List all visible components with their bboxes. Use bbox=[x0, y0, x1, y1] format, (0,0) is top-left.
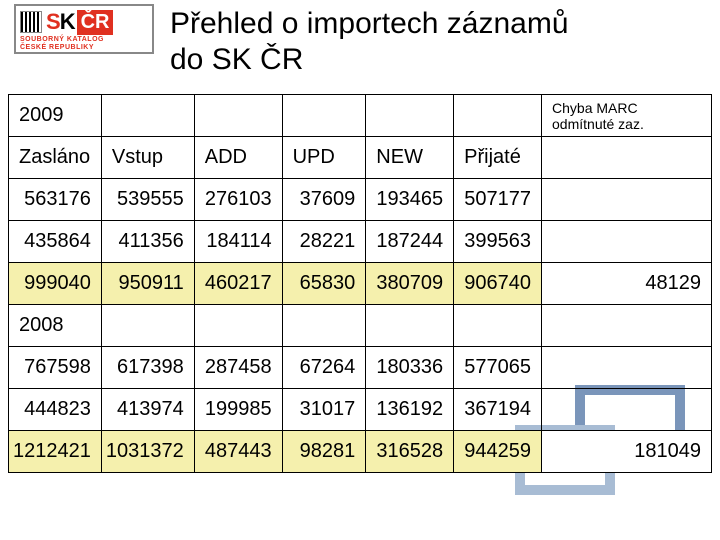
empty-cell bbox=[282, 95, 366, 137]
cell: 944259 bbox=[454, 431, 542, 473]
cell: 539555 bbox=[101, 179, 194, 221]
cell: 435864 bbox=[9, 221, 102, 263]
empty-cell bbox=[454, 305, 542, 347]
table-row: 444823 413974 199985 31017 136192 367194 bbox=[9, 389, 712, 431]
logo-s: S bbox=[46, 9, 60, 34]
cell: 577065 bbox=[454, 347, 542, 389]
empty-cell bbox=[101, 95, 194, 137]
cell: 316528 bbox=[366, 431, 454, 473]
cell: 1212421 bbox=[9, 431, 102, 473]
cell: 950911 bbox=[101, 263, 194, 305]
cell: 65830 bbox=[282, 263, 366, 305]
cell: 276103 bbox=[194, 179, 282, 221]
cell: 98281 bbox=[282, 431, 366, 473]
table-row: 767598 617398 287458 67264 180336 577065 bbox=[9, 347, 712, 389]
col-zaslano: Zasláno bbox=[9, 137, 102, 179]
cell: 287458 bbox=[194, 347, 282, 389]
year-2009: 2009 bbox=[9, 95, 102, 137]
logo-subtitle-1: SOUBORNÝ KATALOG bbox=[20, 36, 148, 44]
empty-cell bbox=[366, 305, 454, 347]
logo-k: K bbox=[60, 9, 75, 34]
cell: 31017 bbox=[282, 389, 366, 431]
cell: 380709 bbox=[366, 263, 454, 305]
empty-cell bbox=[194, 305, 282, 347]
page-title: Přehled o importech záznamů do SK ČR bbox=[170, 6, 569, 78]
col-new: NEW bbox=[366, 137, 454, 179]
empty-cell bbox=[542, 137, 712, 179]
table-row-total: 1212421 1031372 487443 98281 316528 9442… bbox=[9, 431, 712, 473]
empty-cell bbox=[542, 305, 712, 347]
header-row-3: 2008 bbox=[9, 305, 712, 347]
table-row: 435864 411356 184114 28221 187244 399563 bbox=[9, 221, 712, 263]
cell: 367194 bbox=[454, 389, 542, 431]
cell: 1031372 bbox=[101, 431, 194, 473]
title-line-2: do SK ČR bbox=[170, 42, 569, 78]
year-2008: 2008 bbox=[9, 305, 102, 347]
cell: 617398 bbox=[101, 347, 194, 389]
cell: 193465 bbox=[366, 179, 454, 221]
empty-cell bbox=[454, 95, 542, 137]
cell bbox=[542, 389, 712, 431]
cell: 67264 bbox=[282, 347, 366, 389]
logo: SKČR SOUBORNÝ KATALOG ČESKÉ REPUBLIKY bbox=[14, 4, 154, 54]
import-table: 2009 Chyba MARC odmítnuté zaz. Zasláno V… bbox=[8, 94, 712, 473]
cell: 413974 bbox=[101, 389, 194, 431]
cell: 37609 bbox=[282, 179, 366, 221]
cell: 411356 bbox=[101, 221, 194, 263]
col-prijate: Přijaté bbox=[454, 137, 542, 179]
title-line-1: Přehled o importech záznamů bbox=[170, 6, 569, 42]
header-note: Chyba MARC odmítnuté zaz. bbox=[542, 95, 712, 137]
logo-cr: ČR bbox=[77, 10, 114, 35]
barcode-icon bbox=[20, 11, 42, 33]
col-upd: UPD bbox=[282, 137, 366, 179]
empty-cell bbox=[282, 305, 366, 347]
logo-subtitle-2: ČESKÉ REPUBLIKY bbox=[20, 44, 148, 52]
empty-cell bbox=[366, 95, 454, 137]
empty-cell bbox=[194, 95, 282, 137]
col-vstup: Vstup bbox=[101, 137, 194, 179]
cell: 487443 bbox=[194, 431, 282, 473]
cell: 180336 bbox=[366, 347, 454, 389]
col-add: ADD bbox=[194, 137, 282, 179]
cell: 563176 bbox=[9, 179, 102, 221]
cell: 184114 bbox=[194, 221, 282, 263]
table-row: 563176 539555 276103 37609 193465 507177 bbox=[9, 179, 712, 221]
empty-cell bbox=[101, 305, 194, 347]
cell: 199985 bbox=[194, 389, 282, 431]
table-row-total: 999040 950911 460217 65830 380709 906740… bbox=[9, 263, 712, 305]
cell: 460217 bbox=[194, 263, 282, 305]
cell: 767598 bbox=[9, 347, 102, 389]
cell bbox=[542, 347, 712, 389]
cell-error: 181049 bbox=[542, 431, 712, 473]
header-row-2: Zasláno Vstup ADD UPD NEW Přijaté bbox=[9, 137, 712, 179]
cell: 399563 bbox=[454, 221, 542, 263]
cell bbox=[542, 221, 712, 263]
cell: 999040 bbox=[9, 263, 102, 305]
cell bbox=[542, 179, 712, 221]
cell: 187244 bbox=[366, 221, 454, 263]
cell-error: 48129 bbox=[542, 263, 712, 305]
header-row-1: 2009 Chyba MARC odmítnuté zaz. bbox=[9, 95, 712, 137]
cell: 444823 bbox=[9, 389, 102, 431]
cell: 507177 bbox=[454, 179, 542, 221]
cell: 906740 bbox=[454, 263, 542, 305]
cell: 136192 bbox=[366, 389, 454, 431]
cell: 28221 bbox=[282, 221, 366, 263]
